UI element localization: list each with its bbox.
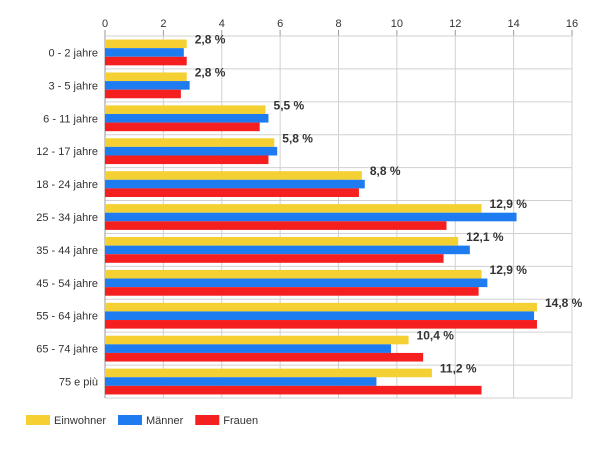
x-tick-label: 0 — [102, 18, 108, 30]
category-label: 75 e più — [59, 377, 98, 389]
bar-männer — [105, 344, 392, 353]
category-label: 45 - 54 jahre — [36, 278, 98, 290]
category-label: 35 - 44 jahre — [36, 245, 98, 257]
category-label: 6 - 11 jahre — [43, 113, 98, 125]
x-tick-label: 10 — [391, 18, 403, 30]
label-layer: 0 2 4 6 8 10 12 14 16 0 - 2 jahre 2,8 % 3 - 5 jahre… — [36, 18, 582, 389]
bar-frauen — [105, 352, 424, 362]
data-label: 2,8 % — [195, 65, 226, 79]
bar-männer — [105, 245, 470, 255]
bar-männer — [105, 81, 190, 90]
category-label: 18 - 24 jahre — [36, 179, 98, 191]
bar-frauen — [105, 385, 482, 395]
bar-männer — [105, 146, 278, 156]
bar-männer — [105, 311, 535, 321]
bar-frauen — [105, 89, 181, 99]
legend-label: Einwohner — [54, 415, 106, 427]
bar-frauen — [105, 155, 269, 165]
data-label: 12,9 % — [490, 263, 528, 277]
category-label: 12 - 17 jahre — [36, 146, 98, 158]
legend-label: Männer — [146, 415, 184, 427]
data-label: 8,8 % — [370, 164, 401, 178]
legend-swatch-männer — [117, 415, 142, 425]
legend: Einwohner Männer Frauen — [26, 415, 258, 427]
bar-einwohner — [105, 269, 482, 279]
x-tick-label: 6 — [277, 18, 283, 30]
bar-einwohner — [105, 204, 482, 213]
data-label: 5,5 % — [274, 98, 305, 112]
bar-einwohner — [105, 105, 266, 114]
bar-männer — [105, 113, 269, 123]
x-tick-label: 2 — [160, 18, 166, 30]
bar-männer — [105, 48, 184, 57]
data-label: 12,9 % — [490, 197, 528, 211]
legend-swatch-frauen — [195, 415, 220, 425]
bar-männer — [105, 179, 365, 189]
bar-frauen — [105, 221, 447, 230]
bar-einwohner — [105, 72, 187, 82]
legend-swatch-einwohner — [26, 415, 50, 425]
bar-einwohner — [105, 335, 409, 345]
bar-einwohner — [105, 39, 187, 49]
category-label: 25 - 34 jahre — [36, 212, 98, 224]
data-label: 5,8 % — [282, 131, 313, 145]
category-label: 65 - 74 jahre — [36, 344, 98, 356]
data-label: 14,8 % — [545, 296, 583, 310]
bar-männer — [105, 278, 488, 288]
bar-einwohner — [105, 302, 537, 312]
bar-einwohner — [105, 138, 275, 147]
x-tick-label: 16 — [566, 18, 578, 30]
bar-männer — [105, 377, 377, 386]
x-tick-label: 4 — [219, 18, 225, 30]
bar-frauen — [105, 188, 359, 197]
data-label: 10,4 % — [417, 329, 455, 343]
bar-frauen — [105, 122, 260, 132]
category-label: 3 - 5 jahre — [48, 80, 98, 92]
category-label: 55 - 64 jahre — [36, 311, 98, 323]
x-tick-label: 8 — [335, 18, 341, 30]
x-tick-label: 12 — [449, 18, 461, 30]
category-label: 0 - 2 jahre — [48, 47, 98, 59]
bar-layer — [105, 39, 537, 395]
x-tick-label: 14 — [508, 18, 520, 30]
bar-frauen — [105, 320, 537, 329]
bar-einwohner — [105, 368, 432, 378]
bar-einwohner — [105, 237, 459, 246]
legend-label: Frauen — [223, 415, 258, 427]
bar-frauen — [105, 287, 479, 296]
bar-männer — [105, 212, 517, 222]
bar-einwohner — [105, 171, 362, 180]
bar-frauen — [105, 254, 444, 263]
bar-frauen — [105, 56, 187, 66]
data-label: 12,1 % — [466, 230, 504, 244]
data-label: 2,8 % — [195, 33, 226, 47]
data-label: 11,2 % — [440, 362, 477, 376]
